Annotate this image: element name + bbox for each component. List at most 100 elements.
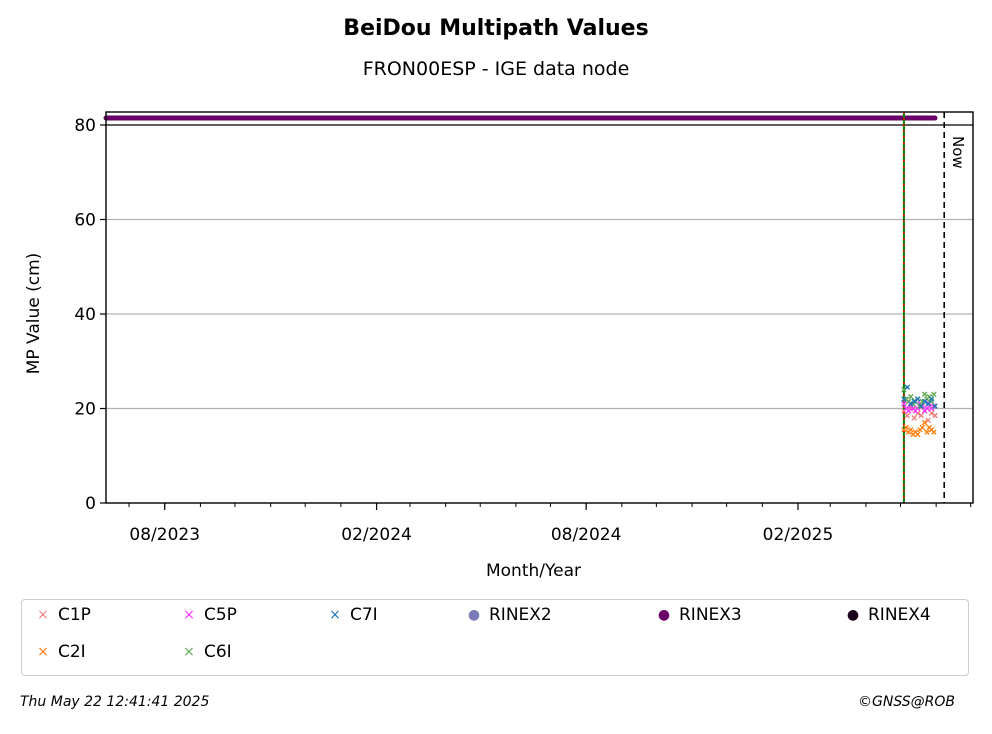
- point-c7i-stroke: [908, 400, 914, 407]
- footer-timestamp: Thu May 22 12:41:41 2025: [20, 694, 210, 710]
- y-tick-label: 20: [74, 400, 96, 420]
- y-tick-label: 40: [74, 305, 96, 325]
- point-c7i: [904, 384, 911, 391]
- legend-marker-c1p: ×: [37, 607, 49, 623]
- legend-label-c2i: C2I: [58, 642, 86, 662]
- point-c1p-stroke: [932, 412, 938, 419]
- point-c7i-stroke: [901, 396, 907, 402]
- point-c2i-stroke: [926, 424, 933, 431]
- legend-label-rinex4: RINEX4: [868, 605, 931, 625]
- point-c2i: [914, 431, 921, 438]
- point-c6i-stroke: [917, 403, 923, 409]
- legend-marker-rinex4: ●: [846, 607, 860, 623]
- point-c1p-stroke: [911, 415, 918, 421]
- legend-item-c1p: × C1P: [28, 605, 91, 625]
- point-c7i: [914, 396, 921, 402]
- legend-label-c1p: C1P: [58, 605, 91, 625]
- point-c6i: [908, 393, 914, 400]
- chart-subtitle: FRON00ESP - IGE data node: [362, 58, 630, 80]
- x-tick-label: 02/2024: [341, 525, 412, 545]
- point-c2i: [921, 419, 928, 426]
- point-c6i-stroke: [926, 393, 933, 400]
- point-c7i-stroke: [904, 384, 911, 391]
- point-c2i-stroke: [903, 424, 910, 431]
- point-c7i: [901, 396, 907, 402]
- point-c5p: [901, 400, 907, 407]
- point-c6i-stroke: [921, 391, 928, 398]
- point-c5p: [905, 408, 912, 414]
- point-c5p-stroke: [910, 405, 916, 412]
- point-c7i: [932, 403, 938, 409]
- legend: × C1P × C5P × C7I ● RINEX2 ● RINEX3 ● RI…: [21, 599, 969, 676]
- x-tick-label: 08/2023: [129, 525, 200, 545]
- point-c2i: [919, 424, 926, 431]
- point-c1p-stroke: [925, 417, 931, 424]
- point-c1p: [904, 412, 911, 419]
- point-c6i-stroke: [931, 391, 937, 398]
- point-c6i-stroke: [905, 398, 912, 405]
- point-c1p: [911, 415, 918, 421]
- point-c1p: [918, 412, 924, 419]
- legend-label-rinex2: RINEX2: [489, 605, 552, 625]
- legend-marker-c6i: ×: [183, 644, 195, 660]
- point-c1p-stroke: [904, 412, 911, 419]
- legend-marker-c2i: ×: [37, 644, 49, 660]
- point-c2i-stroke: [908, 426, 914, 433]
- point-c2i: [931, 429, 937, 435]
- point-c2i-stroke: [919, 424, 926, 431]
- point-c2i-stroke: [912, 429, 919, 435]
- point-c6i-stroke: [908, 393, 914, 400]
- point-c2i-stroke: [928, 426, 935, 433]
- point-c5p-stroke: [924, 405, 930, 412]
- point-c2i-stroke: [921, 419, 928, 426]
- legend-label-c5p: C5P: [204, 605, 237, 625]
- point-c6i: [921, 391, 928, 398]
- point-c7i: [911, 398, 918, 405]
- legend-item-rinex4: ● RINEX4: [838, 605, 931, 625]
- point-c7i: [928, 396, 935, 402]
- point-c5p-stroke: [931, 403, 937, 409]
- point-c1p-stroke: [918, 412, 924, 419]
- point-c7i: [921, 398, 928, 405]
- point-c7i-stroke: [921, 398, 928, 405]
- point-c6i: [917, 403, 923, 409]
- point-c6i: [931, 391, 937, 398]
- point-c2i: [924, 429, 930, 435]
- legend-label-rinex3: RINEX3: [679, 605, 742, 625]
- point-c1p-stroke: [928, 410, 935, 417]
- point-c5p: [931, 403, 937, 409]
- point-c1p: [932, 412, 938, 419]
- legend-marker-rinex2: ●: [467, 607, 481, 623]
- point-c7i-stroke: [932, 403, 938, 409]
- y-axis-label: MP Value (cm): [24, 253, 44, 375]
- point-c7i-stroke: [911, 398, 918, 405]
- legend-item-c5p: × C5P: [174, 605, 237, 625]
- point-c2i-stroke: [931, 429, 937, 435]
- legend-marker-c5p: ×: [183, 607, 195, 623]
- point-c7i-stroke: [918, 403, 924, 409]
- point-c7i-stroke: [928, 396, 935, 402]
- point-c5p: [924, 405, 930, 412]
- legend-marker-c7i: ×: [329, 607, 341, 623]
- footer-copyright: ©GNSS@ROB: [858, 694, 955, 710]
- legend-item-c7i: × C7I: [320, 605, 378, 625]
- point-c1p-stroke: [914, 410, 921, 417]
- point-c2i-stroke: [924, 429, 930, 435]
- point-c7i: [918, 403, 924, 409]
- now-label: Now: [949, 136, 967, 169]
- plot-frame: [105, 111, 974, 504]
- legend-item-c2i: × C2I: [28, 642, 86, 662]
- point-c6i: [901, 386, 907, 393]
- point-c1p: [925, 417, 931, 424]
- y-tick-label: 0: [85, 494, 96, 514]
- point-c6i-stroke: [901, 386, 907, 393]
- point-c7i: [925, 400, 931, 407]
- x-tick-label: 08/2024: [551, 525, 622, 545]
- y-tick-label: 80: [74, 116, 96, 136]
- point-c7i-stroke: [914, 396, 921, 402]
- legend-marker-rinex3: ●: [657, 607, 671, 623]
- point-c5p-stroke: [905, 408, 912, 414]
- y-tick-label: 60: [74, 211, 96, 231]
- legend-item-rinex3: ● RINEX3: [649, 605, 742, 625]
